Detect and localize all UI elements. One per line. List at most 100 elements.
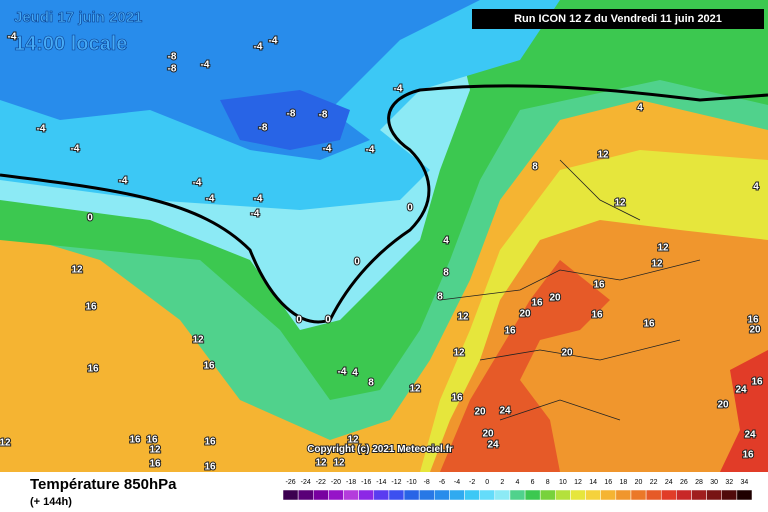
footer-lead: (+ 144h) [30, 496, 72, 508]
scale-label: -10 [407, 479, 417, 486]
scale-label: 20 [635, 479, 643, 486]
contour-label: 12 [651, 259, 663, 270]
region-deep-blue [220, 90, 350, 150]
contour-label: 4 [352, 368, 358, 379]
contour-label: 12 [315, 458, 327, 469]
contour-label: -4 [366, 145, 375, 156]
contour-label: 16 [593, 280, 605, 291]
copyright: Copyright (c) 2021 Meteociel.fr [307, 444, 453, 455]
contour-label: 24 [735, 385, 747, 396]
scale-label: 6 [531, 479, 535, 486]
scale-swatch [388, 489, 405, 501]
contour-label: -4 [37, 124, 46, 135]
contour-label: 4 [753, 182, 759, 193]
scale-label: 2 [500, 479, 504, 486]
scale-swatch [660, 489, 677, 501]
contour-label: 0 [407, 203, 413, 214]
scale-label: 32 [725, 479, 733, 486]
contour-label: 16 [531, 298, 543, 309]
contour-label: 4 [443, 236, 449, 247]
contour-label: -8 [287, 109, 296, 120]
contour-label: 20 [474, 407, 486, 418]
contour-label: 20 [749, 325, 761, 336]
contour-label: 16 [129, 435, 141, 446]
contour-label: -4 [254, 194, 263, 205]
region-red [440, 260, 610, 472]
scale-swatch [721, 489, 738, 501]
time-label: 14:00 locale [14, 33, 127, 55]
contour-label: -4 [8, 32, 17, 43]
scale-swatch [691, 489, 707, 501]
contour-label: -4 [338, 367, 347, 378]
scale-label: -20 [331, 479, 341, 486]
contour-label: 12 [597, 150, 609, 161]
scale-label: 24 [665, 479, 673, 486]
run-banner [472, 9, 764, 29]
contour-label: 24 [499, 406, 511, 417]
footer-title: Température 850hPa [30, 476, 177, 493]
scale-swatch [418, 489, 435, 501]
contour-label: -4 [193, 178, 202, 189]
scale-swatch [706, 489, 722, 501]
scale-swatch [282, 489, 299, 501]
contour-label: 20 [549, 293, 561, 304]
contour-label: 12 [0, 438, 11, 449]
scale-swatch [736, 489, 753, 501]
scale-label: -8 [424, 479, 430, 486]
scale-swatch [615, 489, 632, 501]
contour-label: 12 [614, 198, 626, 209]
scale-swatch [328, 489, 344, 501]
contour-label: 12 [149, 445, 161, 456]
scale-swatch [343, 489, 359, 501]
scale-label: -22 [316, 479, 326, 486]
scale-label: 18 [620, 479, 628, 486]
scale-label: 30 [710, 479, 718, 486]
scale-label: 8 [546, 479, 550, 486]
scale-label: -4 [454, 479, 460, 486]
contour-label: 20 [482, 429, 494, 440]
scale-label: 4 [516, 479, 520, 486]
scale-label: 10 [559, 479, 567, 486]
contour-label: 16 [742, 450, 754, 461]
scale-label: 28 [695, 479, 703, 486]
run-label: Run ICON 12 Z du Vendredi 11 juin 2021 [514, 13, 722, 25]
scale-swatch [464, 489, 480, 501]
contour-label: 0 [87, 213, 93, 224]
region-red-east [720, 350, 768, 472]
contour-label: 12 [453, 348, 465, 359]
contour-label: 16 [751, 377, 763, 388]
contour-label: -4 [71, 144, 80, 155]
scale-label: -16 [361, 479, 371, 486]
scale-swatch [358, 489, 375, 501]
contour-label: 16 [203, 361, 215, 372]
contour-label: 16 [504, 326, 516, 337]
scale-label: 26 [680, 479, 688, 486]
contour-label: -4 [394, 84, 403, 95]
contour-label: -4 [119, 176, 128, 187]
contour-label: 8 [443, 268, 449, 279]
scale-label: -14 [376, 479, 386, 486]
scale-label: -18 [346, 479, 356, 486]
scale-label: 22 [650, 479, 658, 486]
contour-label: 12 [457, 312, 469, 323]
contour-label: 0 [325, 315, 331, 326]
contour-label: -4 [251, 209, 260, 220]
contour-label: 16 [591, 310, 603, 321]
contour-label: 16 [87, 364, 99, 375]
contour-label: -4 [323, 144, 332, 155]
date-label: Jeudi 17 juin 2021 [14, 9, 142, 26]
contour-label: 0 [354, 257, 360, 268]
contour-label: -8 [168, 52, 177, 63]
contour-label: 12 [657, 243, 669, 254]
scale-swatch [539, 489, 556, 501]
contour-label: -8 [319, 110, 328, 121]
scale-swatch [297, 489, 314, 501]
border-lines [439, 159, 701, 421]
contour-label: 20 [717, 400, 729, 411]
scale-swatch [570, 489, 586, 501]
contour-label: 16 [149, 459, 161, 470]
scale-swatch [555, 489, 571, 501]
scale-swatch [494, 489, 511, 501]
